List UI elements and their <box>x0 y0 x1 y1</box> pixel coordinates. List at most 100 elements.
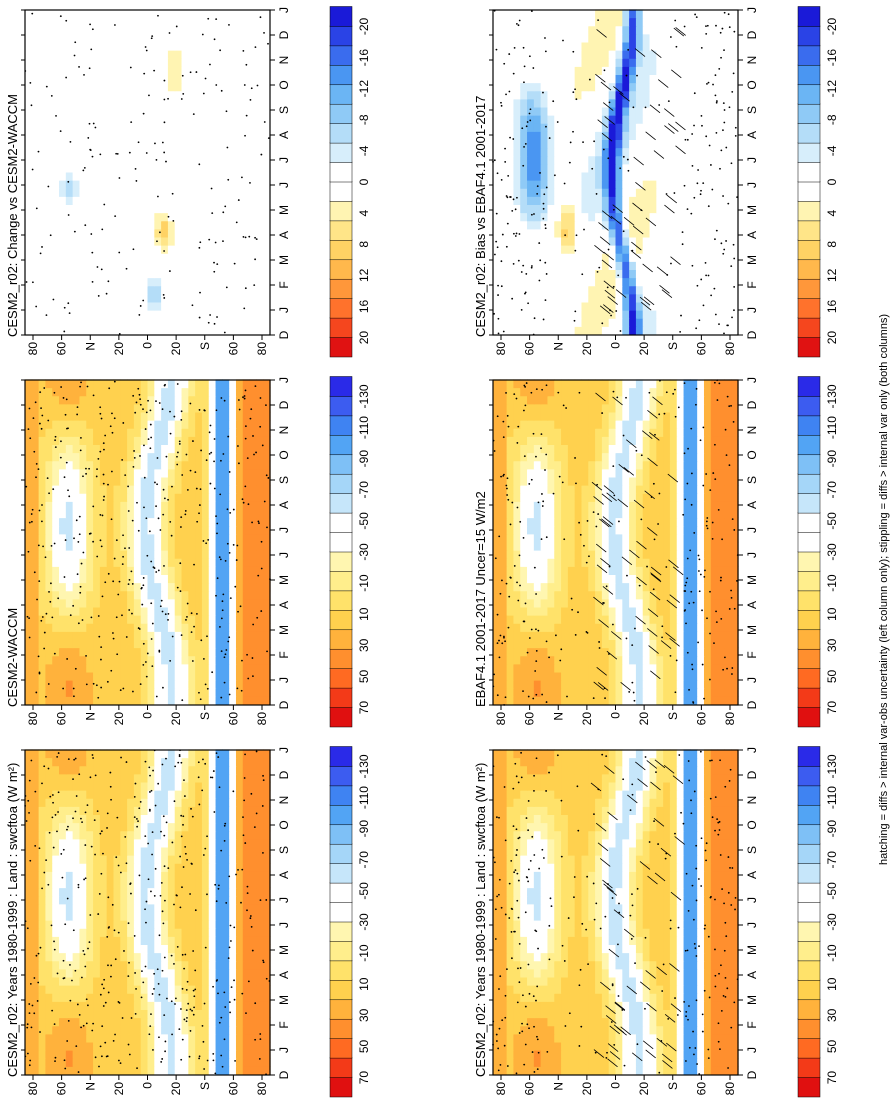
heatmap-cell <box>520 90 528 100</box>
heatmap-cell <box>649 558 657 567</box>
heatmap-cell <box>561 696 569 705</box>
heatmap-cell <box>527 822 535 832</box>
heatmap-cell <box>506 1058 515 1067</box>
heatmap-cell <box>615 606 623 616</box>
heatmap-cell <box>608 790 617 799</box>
heatmap-cell <box>663 50 671 59</box>
x-tick-label: D <box>745 1070 759 1079</box>
heatmap-cell <box>601 525 610 535</box>
heatmap-cell <box>547 310 555 319</box>
heatmap-cell <box>547 598 555 608</box>
heatmap-cell <box>561 204 569 214</box>
heatmap-cell <box>520 798 528 807</box>
heatmap-cell <box>663 968 671 978</box>
heatmap-cell <box>676 846 685 856</box>
heatmap-cell <box>615 790 623 799</box>
heatmap-cell <box>567 387 576 397</box>
stipple-dot <box>640 454 643 457</box>
heatmap-cell <box>574 773 583 783</box>
colorbar-tick-label: 50 <box>825 669 839 683</box>
heatmap-cell <box>601 936 610 945</box>
heatmap-cell <box>724 749 732 759</box>
stipple-dot <box>544 469 546 471</box>
heatmap-cell <box>703 911 712 921</box>
hatch-line <box>611 631 622 640</box>
heatmap-cell <box>520 476 528 486</box>
heatmap-cell <box>697 310 705 319</box>
heatmap-cell <box>506 855 515 864</box>
heatmap-cell <box>574 318 583 327</box>
heatmap-cell <box>629 204 637 214</box>
heatmap-cell <box>581 411 589 421</box>
heatmap-cell <box>717 928 725 937</box>
stipple-dot <box>695 955 698 957</box>
heatmap-cell <box>615 106 623 116</box>
heatmap-cell <box>527 533 535 543</box>
heatmap-cell <box>683 123 691 132</box>
heatmap-cell <box>513 928 521 937</box>
heatmap-cell <box>499 944 508 954</box>
heatmap-cell <box>642 411 651 421</box>
heatmap-cell <box>642 1009 651 1019</box>
heatmap-cell <box>676 558 685 567</box>
x-tick-label: D <box>745 400 759 409</box>
heatmap-cell <box>608 82 617 92</box>
heatmap-cell <box>656 269 664 279</box>
heatmap-cell <box>520 993 528 1002</box>
heatmap-cell <box>499 163 508 173</box>
heatmap-cell <box>588 960 596 970</box>
heatmap-cell <box>527 253 535 262</box>
heatmap-cell <box>676 757 685 767</box>
heatmap-cell <box>724 1001 732 1010</box>
stipple-dot <box>592 882 595 885</box>
heatmap-cell <box>629 838 637 848</box>
heatmap-cell <box>697 798 705 807</box>
heatmap-cell <box>554 74 562 84</box>
heatmap-cell <box>499 846 508 856</box>
heatmap-cell <box>710 82 719 92</box>
heatmap-cell <box>669 436 678 445</box>
heatmap-cell <box>690 310 698 319</box>
heatmap-cell <box>717 550 725 559</box>
heatmap-cell <box>520 944 528 954</box>
heatmap-cell <box>656 139 664 149</box>
heatmap-cell <box>588 911 596 921</box>
heatmap-cell <box>561 968 569 978</box>
heatmap-cell <box>561 928 569 937</box>
heatmap-cell <box>622 1017 630 1027</box>
heatmap-cell <box>520 196 528 205</box>
heatmap-cell <box>710 180 719 189</box>
x-tick-label: M <box>745 575 759 585</box>
heatmap-cell <box>731 428 739 437</box>
heatmap-cell <box>581 680 589 689</box>
heatmap-cell <box>629 485 637 494</box>
heatmap-cell <box>669 798 678 807</box>
heatmap-cell <box>731 180 739 189</box>
stipple-dot <box>535 660 538 663</box>
stipple-dot <box>526 1023 529 1026</box>
heatmap-cell <box>615 58 623 67</box>
heatmap-cell <box>731 460 739 470</box>
heatmap-cell <box>540 277 549 287</box>
heatmap-cell <box>703 1041 712 1051</box>
heatmap-cell <box>615 1058 623 1067</box>
heatmap-cell <box>642 468 651 478</box>
stipple-dot <box>524 1043 527 1046</box>
stipple-dot <box>531 1051 534 1053</box>
heatmap-cell <box>656 1009 664 1019</box>
heatmap-cell <box>601 952 610 962</box>
heatmap-cell <box>554 1066 562 1075</box>
heatmap-cell <box>499 420 508 429</box>
heatmap-cell <box>615 879 623 889</box>
heatmap-cell <box>499 976 508 986</box>
stipple-dot <box>502 436 505 439</box>
heatmap-cell <box>574 830 583 840</box>
heatmap-cell <box>533 525 542 535</box>
stipple-dot <box>557 391 560 394</box>
stipple-dot <box>561 481 564 484</box>
heatmap-cell <box>615 822 623 832</box>
heatmap-cell <box>703 1025 712 1035</box>
stipple-dot <box>618 902 620 905</box>
heatmap-cell <box>567 798 576 807</box>
heatmap-cell <box>642 196 651 205</box>
